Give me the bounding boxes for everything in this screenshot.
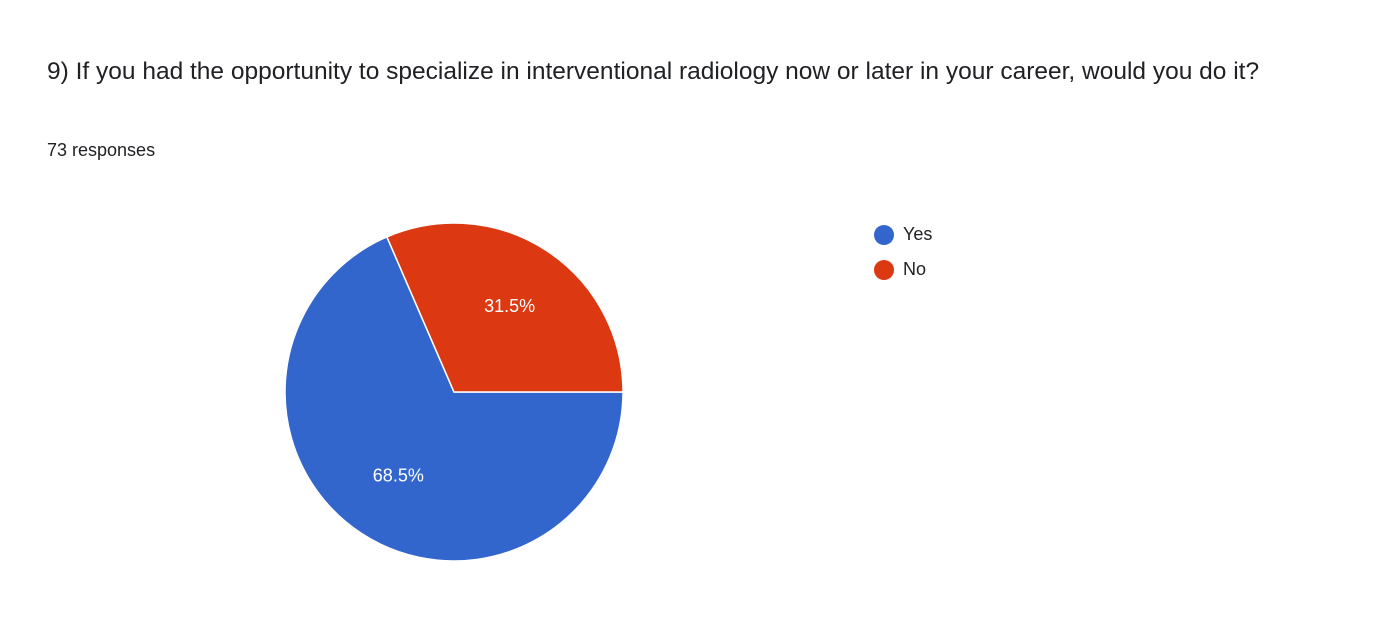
legend-label: Yes: [903, 224, 932, 244]
pie-slice: [385, 222, 624, 393]
chart-subtitle: 73 responses: [47, 140, 156, 160]
slice-label: 68.5%: [373, 466, 424, 486]
chart-title: 9) If you had the opportunity to special…: [47, 58, 1260, 85]
legend-swatch: [874, 260, 894, 280]
slice-label: 31.5%: [484, 296, 535, 316]
legend-swatch: [874, 225, 894, 245]
pie-slice: [284, 235, 624, 562]
legend-label: No: [903, 259, 926, 279]
